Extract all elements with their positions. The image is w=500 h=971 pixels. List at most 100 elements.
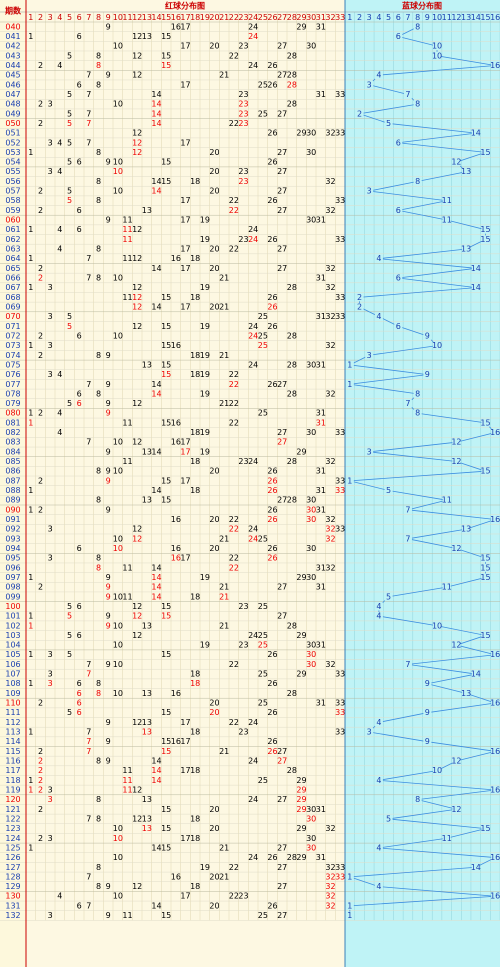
red-number: 12 bbox=[132, 129, 142, 138]
red-number: 9 bbox=[106, 71, 111, 80]
blue-number: 10 bbox=[432, 51, 442, 60]
period: 105 bbox=[5, 650, 20, 659]
red-number: 29 bbox=[296, 805, 306, 814]
blue-cell-bg bbox=[374, 882, 383, 891]
red-number: 14 bbox=[151, 177, 161, 186]
red-column-number: 15 bbox=[161, 13, 171, 22]
blue-number: 12 bbox=[451, 457, 461, 466]
red-number: 11 bbox=[122, 235, 132, 244]
red-number: 26 bbox=[267, 293, 277, 302]
blue-cell-bg bbox=[365, 351, 374, 360]
red-number: 17 bbox=[180, 438, 190, 447]
red-number: 2 bbox=[38, 331, 43, 340]
red-number: 8 bbox=[96, 245, 101, 254]
period: 113 bbox=[5, 728, 20, 737]
blue-number: 13 bbox=[461, 167, 471, 176]
red-number: 1 bbox=[28, 785, 33, 794]
red-number: 26 bbox=[267, 196, 277, 205]
red-number: 9 bbox=[106, 380, 111, 389]
blue-cell-bg bbox=[452, 544, 461, 553]
blue-number: 4 bbox=[376, 718, 381, 727]
blue-cell-bg bbox=[491, 747, 500, 756]
red-number: 14 bbox=[151, 756, 161, 765]
red-number: 10 bbox=[113, 892, 123, 901]
period: 117 bbox=[5, 766, 20, 775]
red-number: 10 bbox=[113, 187, 123, 196]
red-number: 10 bbox=[113, 544, 123, 553]
red-number: 31 bbox=[316, 273, 326, 282]
red-number: 12 bbox=[132, 138, 142, 147]
red-number: 25 bbox=[258, 699, 268, 708]
red-number: 4 bbox=[57, 370, 62, 379]
red-number: 5 bbox=[67, 90, 72, 99]
blue-cell-bg bbox=[491, 428, 500, 437]
red-number: 16 bbox=[171, 737, 181, 746]
red-number: 27 bbox=[277, 148, 287, 157]
period: 059 bbox=[5, 206, 20, 215]
blue-number: 5 bbox=[386, 814, 391, 823]
period: 129 bbox=[5, 882, 20, 891]
red-number: 32 bbox=[325, 872, 335, 881]
red-number: 27 bbox=[277, 187, 287, 196]
red-number: 17 bbox=[180, 834, 190, 843]
blue-column-number: 12 bbox=[451, 13, 461, 22]
red-number: 12 bbox=[132, 631, 142, 640]
blue-cell-bg bbox=[365, 187, 374, 196]
blue-cell-bg bbox=[374, 312, 383, 321]
red-column-number: 10 bbox=[113, 13, 123, 22]
red-number: 27 bbox=[277, 428, 287, 437]
blue-number: 16 bbox=[490, 61, 500, 70]
red-number: 19 bbox=[200, 389, 210, 398]
red-number: 25 bbox=[258, 109, 268, 118]
blue-number: 10 bbox=[432, 621, 442, 630]
red-number: 6 bbox=[77, 32, 82, 41]
red-number: 15 bbox=[161, 737, 171, 746]
red-column-number: 28 bbox=[287, 13, 297, 22]
blue-cell-bg bbox=[442, 196, 451, 205]
blue-number: 16 bbox=[490, 428, 500, 437]
blue-number: 7 bbox=[405, 660, 410, 669]
red-number: 11 bbox=[122, 293, 132, 302]
red-number: 8 bbox=[96, 689, 101, 698]
red-column-number: 20 bbox=[209, 13, 219, 22]
red-number: 5 bbox=[67, 138, 72, 147]
red-number: 23 bbox=[238, 235, 248, 244]
red-number: 32 bbox=[325, 389, 335, 398]
red-number: 29 bbox=[296, 573, 306, 582]
red-number: 1 bbox=[28, 776, 33, 785]
red-number: 32 bbox=[325, 177, 335, 186]
red-number: 24 bbox=[248, 718, 258, 727]
red-number: 9 bbox=[106, 351, 111, 360]
red-number: 9 bbox=[106, 737, 111, 746]
period: 115 bbox=[5, 747, 20, 756]
red-number: 22 bbox=[229, 245, 239, 254]
red-number: 17 bbox=[180, 554, 190, 563]
period: 051 bbox=[5, 129, 20, 138]
blue-cell-bg bbox=[345, 901, 354, 910]
red-number: 30 bbox=[306, 42, 316, 51]
red-number: 8 bbox=[96, 467, 101, 476]
period: 110 bbox=[5, 699, 20, 708]
red-number: 16 bbox=[171, 438, 181, 447]
blue-cell-bg bbox=[394, 206, 403, 215]
red-number: 32 bbox=[325, 892, 335, 901]
red-number: 3 bbox=[48, 795, 53, 804]
red-number: 20 bbox=[209, 42, 219, 51]
period: 078 bbox=[5, 389, 20, 398]
red-number: 6 bbox=[77, 80, 82, 89]
red-number: 31 bbox=[316, 409, 326, 418]
red-number: 33 bbox=[335, 293, 345, 302]
red-number: 26 bbox=[267, 467, 277, 476]
blue-cell-bg bbox=[345, 380, 354, 389]
red-number: 33 bbox=[335, 196, 345, 205]
red-number: 2 bbox=[38, 119, 43, 128]
red-number: 8 bbox=[96, 563, 101, 572]
blue-cell-bg bbox=[471, 264, 480, 273]
red-number: 4 bbox=[57, 167, 62, 176]
red-number: 11 bbox=[122, 776, 132, 785]
red-number: 1 bbox=[28, 225, 33, 234]
blue-number: 4 bbox=[376, 602, 381, 611]
blue-number: 11 bbox=[442, 216, 452, 225]
period: 050 bbox=[5, 119, 20, 128]
